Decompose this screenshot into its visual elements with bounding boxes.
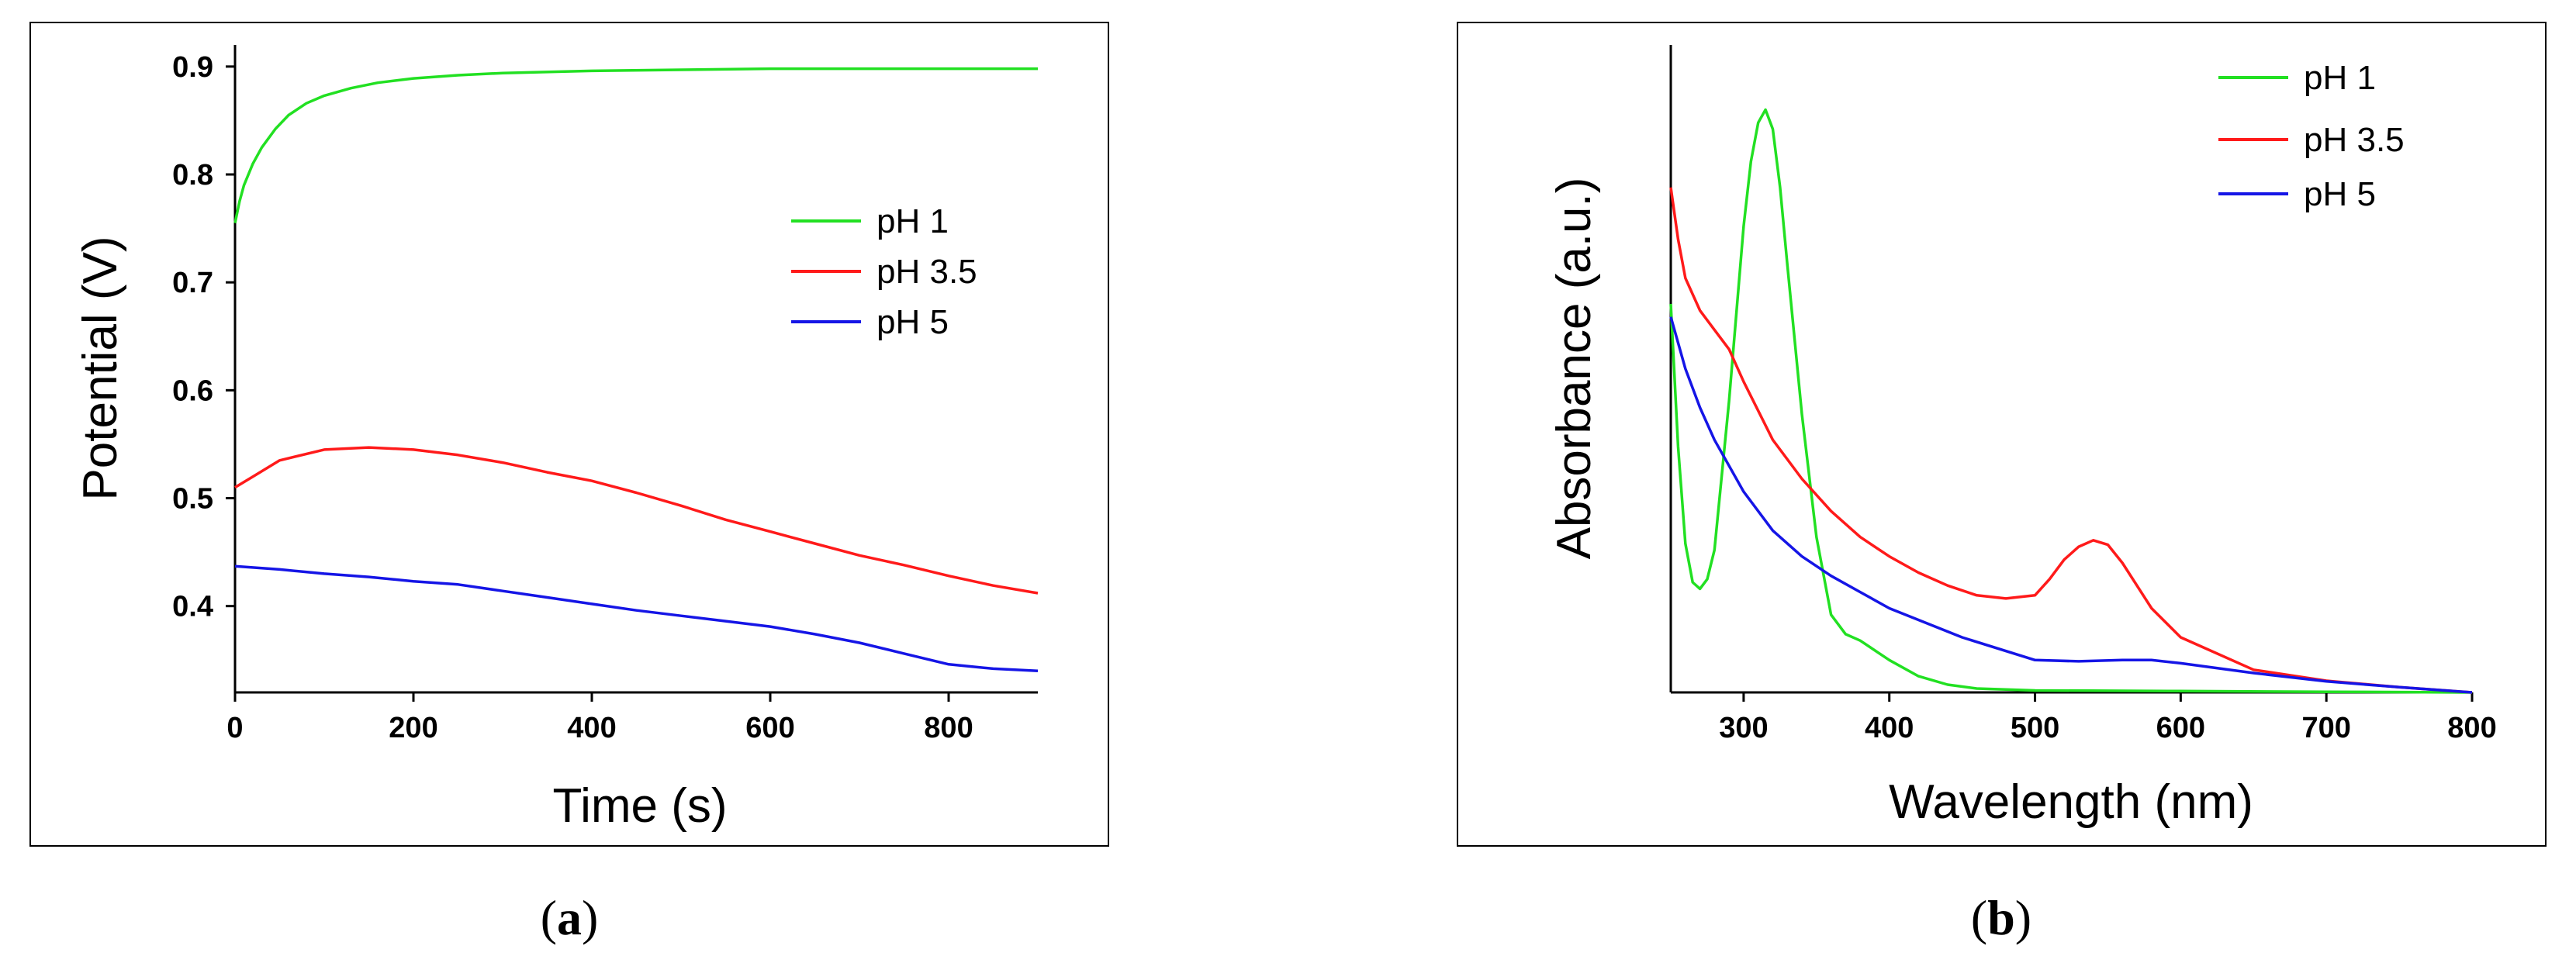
- chart-a-series-ph-5: [234, 564, 1039, 672]
- chart-b-legend-label-ph1: pH 1: [2304, 59, 2376, 97]
- chart-b-series-ph-1: [1669, 108, 2473, 694]
- chart-a-legend-label-ph3-5: pH 3.5: [877, 253, 977, 291]
- chart-a-x-tick-label-800: 800: [924, 712, 973, 744]
- chart-b-x-tick-label-400: 400: [1865, 712, 1914, 744]
- chart-a: 0 200 400 600 800 0.4 0.5 0.6 0.7 0.8 0.9 Time (s)…: [29, 22, 1109, 847]
- chart-b-x-tick-label-600: 600: [2156, 712, 2205, 744]
- chart-a-x-tick-label-400: 400: [567, 712, 616, 744]
- chart-a-x-tick-label-0: 0: [226, 712, 243, 744]
- chart-b: 300 400 500 600 700 800 Wavelength (nm) Absor…: [1457, 22, 2547, 847]
- chart-a-y-tick-label-0-9: 0.9: [172, 51, 213, 84]
- chart-a-legend-label-ph1: pH 1: [877, 202, 949, 240]
- panel-label-b: (b): [1971, 890, 2031, 945]
- chart-b-legend: pH 1 pH 3.5 pH 5: [2218, 59, 2405, 213]
- chart-a-series-ph-1: [233, 67, 1038, 223]
- panel-label-a: (a): [541, 890, 599, 945]
- chart-a-y-tick-label-0-4: 0.4: [172, 591, 213, 623]
- chart-a-legend: pH 1 pH 3.5 pH 5: [791, 202, 977, 341]
- chart-a-y-tick-label-0-8: 0.8: [172, 159, 213, 192]
- chart-a-y-tick-label-0-5: 0.5: [172, 483, 213, 516]
- chart-b-legend-label-ph5: pH 5: [2304, 175, 2376, 213]
- chart-b-series-ph-3-5: [1669, 187, 2473, 694]
- chart-a-y-axis-title: Potential (V): [74, 236, 127, 500]
- chart-b-series-ph-5: [1669, 316, 2473, 694]
- panel-a-frame: [29, 22, 1109, 847]
- chart-a-y-tick-label-0-6: 0.6: [172, 374, 213, 407]
- chart-a-legend-label-ph5: pH 5: [877, 303, 949, 341]
- chart-a-x-axis-title: Time (s): [553, 779, 728, 833]
- chart-b-x-axis-title: Wavelength (nm): [1889, 775, 2253, 829]
- chart-a-series-ph-3-5: [234, 446, 1039, 595]
- chart-a-x-tick-label-600: 600: [745, 712, 794, 744]
- chart-b-x-tick-label-500: 500: [2011, 712, 2059, 744]
- chart-a-x-tick-label-200: 200: [389, 712, 437, 744]
- panel-b-frame: [1457, 22, 2547, 847]
- chart-b-x-tick-label-700: 700: [2301, 712, 2350, 744]
- chart-b-x-tick-label-300: 300: [1719, 712, 1768, 744]
- chart-b-y-axis-title: Absorbance (a.u.): [1547, 178, 1601, 560]
- chart-b-legend-label-ph3-5: pH 3.5: [2304, 121, 2405, 159]
- chart-a-y-tick-label-0-7: 0.7: [172, 267, 213, 299]
- chart-b-x-tick-label-800: 800: [2447, 712, 2496, 744]
